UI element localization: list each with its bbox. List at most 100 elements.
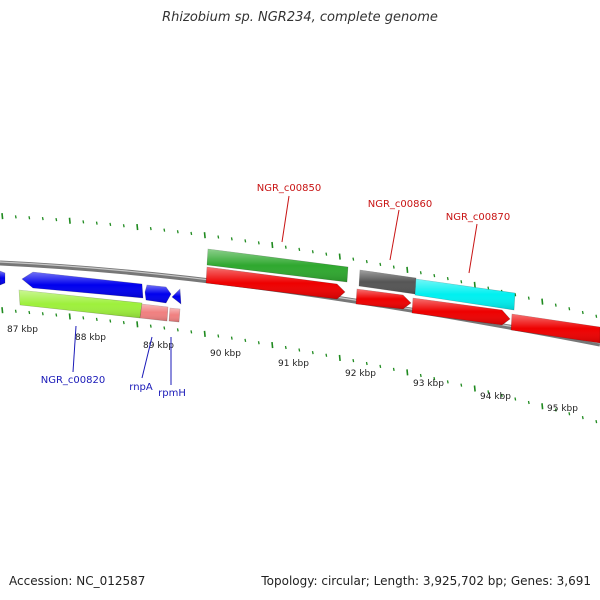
ruler-label-92: 92 kbp bbox=[345, 369, 376, 379]
ticks-outer-tick bbox=[419, 271, 422, 275]
ticks-outer-tick bbox=[163, 228, 166, 232]
ticks-inner-tick bbox=[109, 319, 112, 323]
ticks-inner-tick bbox=[514, 397, 517, 401]
ticks-outer-tick bbox=[554, 303, 557, 307]
ticks-outer-tick bbox=[271, 241, 274, 249]
ticks-inner-tick bbox=[190, 330, 193, 334]
ticks-inner-tick bbox=[460, 383, 463, 387]
ticks-inner-tick bbox=[1, 307, 4, 314]
ticks-inner-tick bbox=[284, 345, 287, 350]
ticks-inner-tick bbox=[325, 353, 328, 357]
ticks-inner-tick bbox=[365, 361, 368, 366]
ticks-inner-tick bbox=[217, 334, 220, 338]
ticks-inner-tick bbox=[244, 338, 247, 343]
ticks-outer-tick bbox=[136, 224, 139, 231]
ticks-outer-tick bbox=[176, 230, 179, 234]
ticks-outer-tick bbox=[473, 281, 476, 288]
ticks-outer-tick bbox=[82, 220, 85, 224]
gene-arrow-red-3-shine bbox=[412, 298, 510, 325]
ticks-outer-tick bbox=[568, 307, 571, 311]
gene-block-salmon-shine bbox=[140, 304, 168, 321]
gene-block-gray-shine bbox=[359, 270, 416, 294]
ticks-outer-tick bbox=[68, 217, 71, 224]
gene-arrow-blue-small-shine bbox=[172, 289, 181, 304]
ticks-inner-tick bbox=[379, 364, 382, 369]
ruler-label-89: 89 kbp bbox=[143, 341, 174, 351]
gene-arrow-blue-mid-shine bbox=[145, 285, 171, 303]
ruler-label-93: 93 kbp bbox=[413, 379, 444, 389]
ruler-labels: 87 kbp 88 kbp 89 kbp 90 kbp 91 kbp 92 kb… bbox=[7, 325, 578, 414]
ticks-outer-tick bbox=[581, 310, 584, 315]
ticks-outer-tick bbox=[311, 250, 314, 254]
ticks-inner-tick bbox=[203, 330, 206, 337]
ticks-outer-tick bbox=[1, 213, 4, 220]
genome-title: Rhizobium sp. NGR234, complete genome bbox=[162, 10, 438, 25]
ticks-outer-tick bbox=[109, 222, 112, 226]
ruler-label-95: 95 kbp bbox=[547, 404, 578, 414]
ticks-inner-tick bbox=[271, 341, 274, 349]
leader-ngr-c00850 bbox=[281, 195, 290, 243]
leader-rnpA bbox=[141, 336, 153, 379]
ticks-outer-tick bbox=[41, 217, 44, 221]
ticks-inner-tick bbox=[595, 419, 598, 424]
ticks-inner-tick bbox=[14, 309, 17, 313]
ticks-outer-tick bbox=[122, 224, 125, 228]
ticks-inner-tick bbox=[163, 326, 166, 330]
ticks-inner-tick bbox=[149, 324, 152, 328]
ticks-outer-tick bbox=[514, 293, 517, 297]
ticks-inner-tick bbox=[257, 341, 260, 345]
ruler-label-88: 88 kbp bbox=[75, 333, 106, 343]
ticks-inner-tick bbox=[122, 320, 125, 325]
ticks-outer-tick bbox=[284, 245, 287, 249]
tick-ring-inner bbox=[1, 307, 598, 424]
ticks-outer-tick bbox=[595, 314, 598, 318]
ticks-inner-tick bbox=[406, 369, 409, 376]
ticks-inner-tick bbox=[311, 350, 314, 355]
ticks-inner-tick bbox=[230, 336, 233, 340]
ticks-inner-tick bbox=[568, 412, 571, 416]
gene-arrow-red-2-shine bbox=[356, 289, 411, 309]
ruler-label-94: 94 kbp bbox=[480, 392, 511, 402]
ticks-inner-tick bbox=[500, 393, 503, 398]
ticks-inner-tick bbox=[392, 367, 395, 371]
gene-block-lime-shine bbox=[19, 290, 142, 318]
ticks-outer-tick bbox=[55, 218, 58, 222]
ticks-inner-tick bbox=[176, 328, 179, 332]
gene-arrow-blue-left-shine bbox=[0, 271, 5, 285]
gene-arrow-red-1-shine bbox=[206, 267, 345, 299]
ticks-outer-tick bbox=[527, 296, 530, 300]
ticks-inner-tick bbox=[41, 312, 44, 316]
ticks-inner-tick bbox=[82, 316, 85, 320]
gene-arrow-red-4-shine bbox=[511, 314, 600, 343]
ticks-inner-tick bbox=[352, 359, 355, 363]
ticks-outer-tick bbox=[487, 286, 490, 290]
ticks-outer-tick bbox=[433, 274, 436, 278]
ticks-outer-tick bbox=[365, 260, 368, 264]
ticks-inner-tick bbox=[419, 373, 422, 378]
ruler-label-90: 90 kbp bbox=[210, 349, 241, 359]
ruler-label-91: 91 kbp bbox=[278, 359, 309, 369]
ticks-inner-tick bbox=[446, 380, 449, 384]
ticks-inner-tick bbox=[473, 385, 476, 392]
ticks-outer-tick bbox=[190, 231, 193, 236]
ticks-outer-tick bbox=[352, 257, 355, 261]
accession-text: Accession: NC_012587 bbox=[9, 574, 146, 588]
gene-block-cyan-shine bbox=[415, 279, 515, 310]
gene-arrow-blue-long-shine bbox=[22, 272, 143, 298]
gene-label-rnpA: rnpA bbox=[129, 382, 153, 393]
ticks-outer-tick bbox=[406, 266, 409, 273]
ticks-inner-tick bbox=[338, 354, 341, 361]
leader-ngr-c00860 bbox=[389, 209, 400, 261]
ticks-inner-tick bbox=[581, 416, 584, 420]
ticks-outer-tick bbox=[230, 237, 233, 241]
leader-ngr-c00870 bbox=[468, 223, 478, 274]
ticks-outer-tick bbox=[149, 226, 152, 231]
ticks-outer-tick bbox=[257, 241, 260, 245]
gene-block-salmon-small-shine bbox=[169, 308, 180, 322]
gene-labels: NGR_c00850 NGR_c00860 NGR_c00870 NGR_c00… bbox=[41, 183, 511, 399]
ruler-label-87: 87 kbp bbox=[7, 325, 38, 335]
ticks-outer-tick bbox=[28, 216, 31, 220]
gene-label-rpmH: rpmH bbox=[158, 388, 186, 399]
